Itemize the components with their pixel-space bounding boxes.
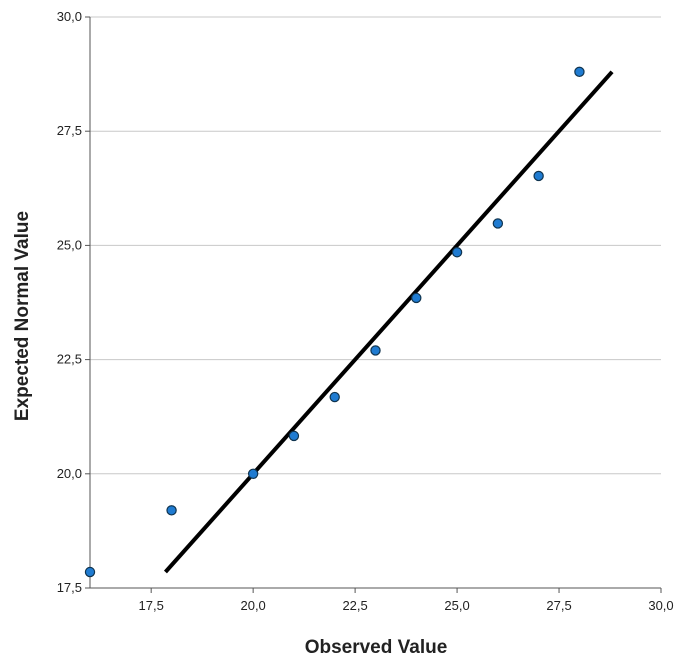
data-point-7 bbox=[451, 247, 463, 258]
reference-line-group bbox=[163, 70, 614, 574]
y-tick-label-4: 27,5 bbox=[57, 123, 82, 138]
axes bbox=[89, 17, 661, 589]
data-point-6 bbox=[411, 292, 422, 304]
y-axis-title: Expected Normal Value bbox=[12, 211, 33, 421]
data-point-9 bbox=[533, 170, 544, 182]
x-tick-label-0: 17,5 bbox=[139, 598, 164, 613]
data-point-8 bbox=[492, 218, 504, 229]
data-point-5 bbox=[370, 345, 381, 356]
x-axis-ticks: 17,5 20,0 22,5 25,0 27,5 30,0 bbox=[139, 588, 674, 613]
y-tick-label-1: 20,0 bbox=[57, 466, 82, 481]
x-tick-label-4: 27,5 bbox=[546, 598, 571, 613]
grid-lines bbox=[90, 16, 661, 589]
data-points bbox=[84, 66, 585, 578]
x-tick-label-2: 22,5 bbox=[342, 598, 367, 613]
x-tick-label-1: 20,0 bbox=[240, 598, 265, 613]
x-tick-label-3: 25,0 bbox=[444, 598, 469, 613]
data-point-2 bbox=[247, 468, 259, 479]
reference-line bbox=[163, 70, 614, 574]
data-point-4 bbox=[329, 391, 340, 403]
y-tick-label-2: 22,5 bbox=[57, 352, 82, 367]
x-axis-title: Observed Value bbox=[305, 637, 448, 657]
data-point-0 bbox=[84, 566, 96, 578]
y-tick-label-5: 30,0 bbox=[57, 9, 82, 24]
x-tick-label-5: 30,0 bbox=[648, 598, 673, 613]
data-point-3 bbox=[288, 430, 300, 442]
y-axis-ticks: 17,5 20,0 22,5 25,0 27,5 30,0 bbox=[57, 9, 90, 595]
y-tick-label-3: 25,0 bbox=[57, 237, 82, 252]
data-point-10 bbox=[574, 66, 585, 78]
y-tick-label-0: 17,5 bbox=[57, 580, 82, 595]
data-point-1 bbox=[166, 505, 177, 516]
